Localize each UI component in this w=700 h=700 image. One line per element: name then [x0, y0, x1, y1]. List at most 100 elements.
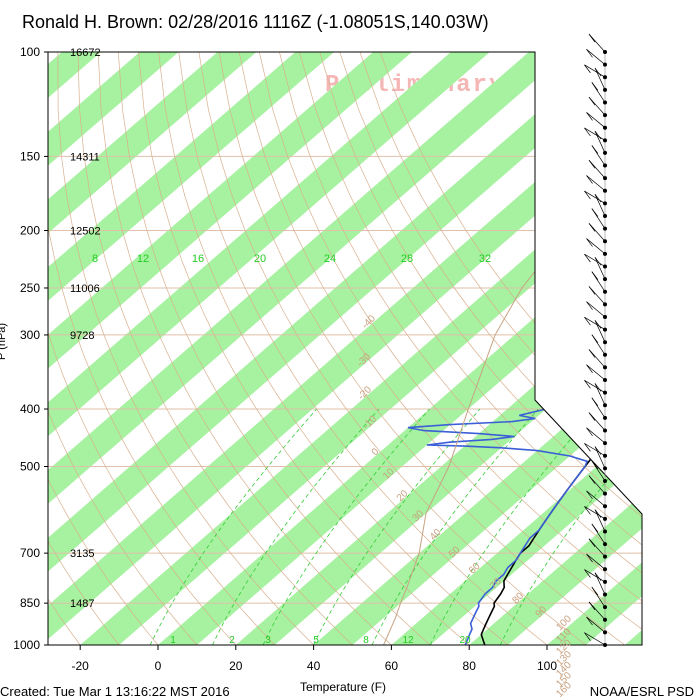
mixing-ratio-bottom-label: 5	[313, 635, 319, 646]
wind-barb-staff	[586, 49, 606, 65]
height-label: 11006	[70, 283, 100, 295]
wind-barb-flag	[588, 475, 596, 484]
wind-barb-flag	[594, 130, 602, 140]
y-tick-label: 100	[20, 45, 40, 59]
isotherm-band	[313, 52, 642, 645]
x-tick-label: 60	[385, 659, 399, 673]
mixing-ratio-line	[313, 408, 481, 645]
dry-adiabat	[48, 52, 198, 645]
wind-barb-staff	[584, 379, 606, 393]
y-tick-label: 200	[20, 224, 40, 238]
isotherm-band	[48, 52, 642, 645]
wind-barb-flag	[594, 257, 602, 266]
wind-barb-flag	[591, 523, 599, 533]
wind-barb-staff	[594, 194, 606, 217]
mixing-ratio-line	[371, 408, 539, 645]
y-axis-label: P (hPa)	[0, 322, 8, 360]
wind-barb-staff	[584, 127, 606, 141]
mixing-ratio-bottom-label: 1	[170, 635, 176, 646]
wind-barb-flag	[588, 412, 596, 421]
height-label: 1487	[70, 598, 94, 610]
wind-barb-flag	[594, 67, 602, 77]
wind-barb-flag	[586, 112, 593, 121]
dry-adiabat	[117, 52, 431, 645]
mixing-ratio-label: 12	[137, 253, 149, 265]
wind-barb-staff	[594, 383, 606, 406]
dry-adiabat	[238, 52, 642, 645]
dry-adiabat	[178, 52, 548, 645]
x-tick-label: 40	[307, 659, 321, 673]
y-tick-label: 500	[20, 459, 40, 473]
isotherm-band	[48, 52, 412, 645]
mixing-ratio-bottom-label: 3	[265, 635, 271, 646]
dry-adiabat	[48, 52, 275, 645]
dry-adiabat	[299, 52, 642, 645]
wind-barb-flag	[588, 160, 596, 169]
wind-barb-flag	[586, 364, 593, 373]
wind-barb-flag	[591, 208, 599, 217]
wind-barb-flag	[588, 349, 596, 358]
wind-barb-flag	[584, 64, 591, 74]
wind-barb-staff	[584, 506, 606, 520]
mixing-ratio-label: 16	[192, 253, 204, 265]
wind-barb-flag	[584, 632, 591, 641]
y-tick-label: 250	[20, 281, 40, 295]
dry-adiabat	[97, 52, 392, 645]
wind-barb-flag	[594, 446, 602, 455]
height-label: 12502	[70, 226, 101, 238]
wind-barb-flag	[586, 616, 593, 626]
height-label: 16672	[70, 47, 101, 59]
plot-area	[48, 52, 642, 645]
dry-adiabat	[359, 52, 642, 645]
y-tick-label: 400	[20, 402, 40, 416]
wind-barb-flag	[584, 127, 591, 137]
dry-adiabat	[138, 52, 470, 645]
wind-barb-staff	[594, 320, 606, 343]
wind-barb-staff	[586, 238, 606, 255]
mixing-ratio-bottom-label: 2	[229, 635, 235, 646]
mixing-ratio-label: 8	[92, 253, 98, 265]
wind-barb-flag	[588, 601, 596, 611]
wind-barb-staff	[584, 190, 606, 204]
wind-barb-flag	[584, 506, 591, 515]
y-tick-label: 150	[20, 149, 40, 163]
wind-barb-flag	[584, 316, 591, 326]
isotherm-band	[48, 52, 490, 645]
mixing-ratio-line	[499, 408, 642, 645]
wind-barb-staff	[586, 616, 606, 633]
wind-barb-staff	[586, 553, 606, 570]
wind-barb-flag	[594, 572, 602, 581]
wind-barb-flag	[586, 301, 593, 310]
wind-barb-flag	[584, 569, 591, 578]
wind-barb-staff	[584, 569, 606, 583]
isotherm-band	[624, 52, 642, 645]
wind-barb-flag	[586, 553, 593, 563]
y-tick-label: 1000	[13, 638, 40, 652]
mixing-ratio-line	[262, 408, 430, 645]
wind-barb-staff	[586, 427, 606, 444]
wind-barb-flag	[584, 443, 591, 452]
wind-barb-flag	[584, 253, 591, 263]
wind-barb-flag	[588, 286, 596, 295]
x-axis-label: Temperature (F)	[300, 680, 387, 694]
dry-adiabat	[258, 52, 642, 645]
wind-barb-staff	[584, 632, 606, 646]
wind-barb-staff	[586, 301, 606, 318]
mixing-ratio-label: 28	[401, 253, 413, 265]
dry-adiabat	[48, 52, 81, 645]
y-tick-label: 850	[20, 596, 40, 610]
dry-adiabat	[77, 52, 353, 645]
height-label: 9728	[70, 330, 94, 342]
wind-barb-flag	[584, 380, 591, 389]
wind-barb-flag	[591, 145, 599, 154]
isotherm-band	[48, 52, 257, 645]
wind-barb-staff	[584, 64, 606, 78]
mixing-ratio-label: 24	[324, 253, 336, 265]
wind-barb-flag	[586, 49, 593, 58]
mixing-ratio-bottom-label: 8	[363, 635, 369, 646]
created-timestamp: Created: Tue Mar 1 13:16:22 MST 2016	[0, 684, 230, 699]
mixing-ratio-label: 20	[254, 253, 266, 265]
wind-barb-flag	[591, 397, 599, 407]
